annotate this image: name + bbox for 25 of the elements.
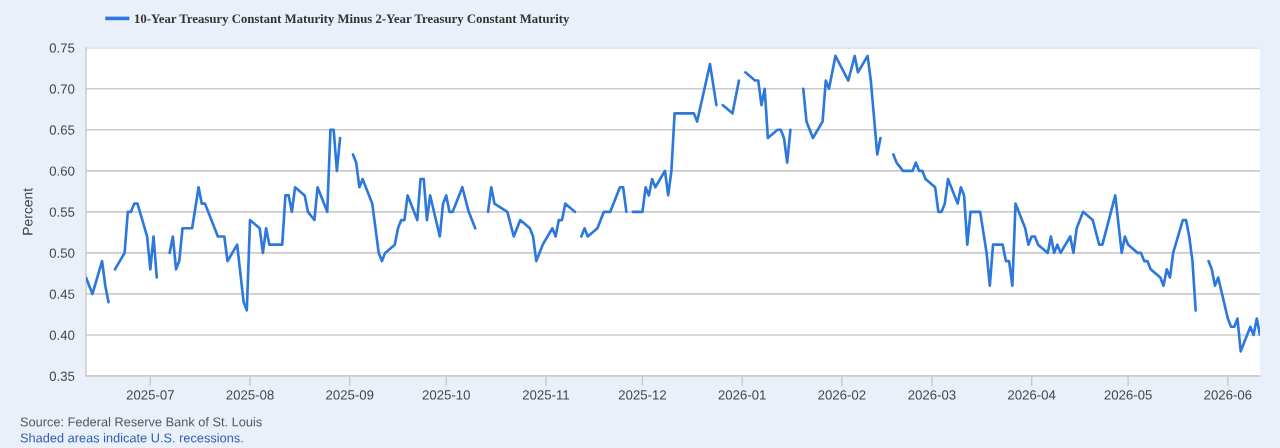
y-tick-label: 0.45 [49, 289, 75, 299]
text: Shaded areas indicate U.S. recessions. [20, 433, 243, 443]
x-tick-label: 2025-10 [422, 390, 470, 400]
x-tick-label: 2025-07 [126, 390, 174, 400]
x-tick-label: 2025-11 [522, 390, 570, 400]
y-tick-label: 0.35 [49, 371, 75, 381]
y-tick-label: 0.70 [49, 84, 75, 94]
y-tick-label: 0.75 [49, 43, 75, 53]
source-note: Source: Federal Reserve Bank of St. Louis [20, 417, 262, 427]
y-tick-label: 0.65 [49, 125, 75, 135]
y-tick-label: 0.40 [49, 330, 75, 340]
y-tick-label: 0.60 [49, 166, 75, 176]
y-tick-label: 0.50 [49, 248, 75, 258]
x-tick-label: 2025-09 [326, 390, 374, 400]
y-tick-label: 0.55 [49, 207, 75, 217]
x-tick-label: 2026-01 [718, 390, 766, 400]
x-tick-label: 2026-06 [1204, 390, 1252, 400]
x-tick-label: 2025-08 [226, 390, 274, 400]
x-tick-label: 2025-12 [618, 390, 666, 400]
legend-label: 10-Year Treasury Constant Maturity Minus 2-Year Treasury Constant Maturity [134, 14, 570, 26]
x-tick-label: 2026-04 [1008, 390, 1056, 400]
y-axis-title: Percent [22, 188, 33, 235]
x-tick-label: 2026-02 [818, 390, 866, 400]
x-tick-label: 2026-05 [1104, 390, 1152, 400]
x-tick-label: 2026-03 [908, 390, 956, 400]
